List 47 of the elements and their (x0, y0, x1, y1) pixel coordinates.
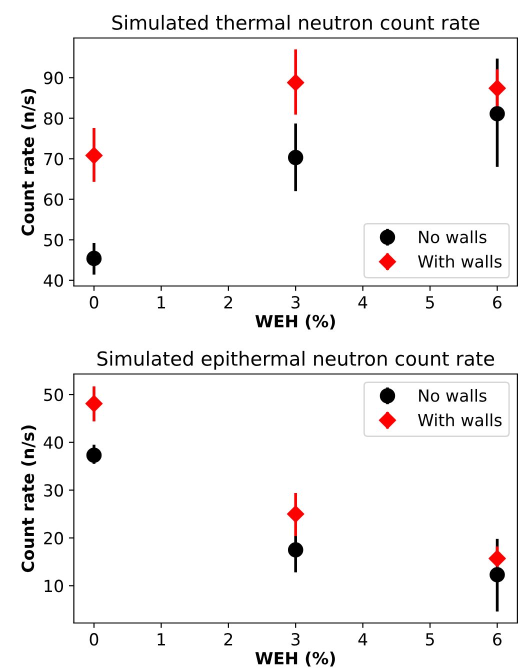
x-tick-label: 5 (426, 633, 434, 646)
x-tick-label: 3 (292, 633, 300, 646)
x-tick-label: 1 (158, 633, 165, 646)
x-tick-label: 2 (224, 296, 232, 308)
x-tick-label: 0 (90, 633, 98, 646)
x-tick-label: 6 (493, 633, 502, 646)
y-tick-label: 90 (44, 72, 64, 84)
x-tick-label: 4 (358, 296, 368, 308)
y-tick-label: 10 (44, 580, 64, 592)
point (85, 395, 103, 412)
y-tick-label: 80 (44, 112, 64, 125)
legend-label: No walls (419, 230, 486, 244)
y-tick-label: 70 (44, 152, 64, 166)
y-tick-label: 30 (44, 484, 64, 497)
y-tick-label: 40 (44, 436, 64, 449)
y-axis-title: Count rate (n/s) (21, 426, 36, 572)
x-tick-label: 5 (426, 296, 434, 309)
point (288, 542, 304, 558)
point (490, 567, 505, 582)
y-tick-label: 40 (44, 274, 64, 287)
x-axis-title: WEH (%) (255, 652, 335, 666)
x-tick-label: 4 (358, 633, 368, 646)
y-tick-label: 50 (44, 234, 64, 246)
y-tick-label: 60 (44, 193, 64, 206)
point (490, 106, 505, 122)
y-axis-title: Count rate (n/s) (21, 89, 36, 236)
y-tick-label: 50 (44, 388, 64, 402)
x-tick-label: 6 (493, 296, 502, 309)
point (488, 80, 506, 97)
x-tick-label: 2 (224, 633, 232, 646)
point (488, 550, 506, 568)
x-tick-label: 0 (90, 296, 98, 309)
legend-label: With walls (418, 254, 502, 268)
point (86, 448, 102, 463)
point (86, 250, 102, 266)
point (287, 74, 304, 92)
point (85, 146, 103, 164)
x-axis-title: WEH (%) (255, 314, 335, 330)
point (287, 505, 304, 523)
point (288, 150, 304, 166)
chart-title: Simulated thermal neutron count rate (112, 14, 480, 30)
legend-label: With walls (418, 413, 502, 426)
legend-label: No walls (419, 389, 486, 402)
y-tick-label: 20 (44, 532, 64, 544)
chart-title: Simulated epithermal neutron count rate (97, 350, 494, 370)
x-tick-label: 1 (158, 296, 165, 308)
x-tick-label: 3 (292, 296, 300, 309)
